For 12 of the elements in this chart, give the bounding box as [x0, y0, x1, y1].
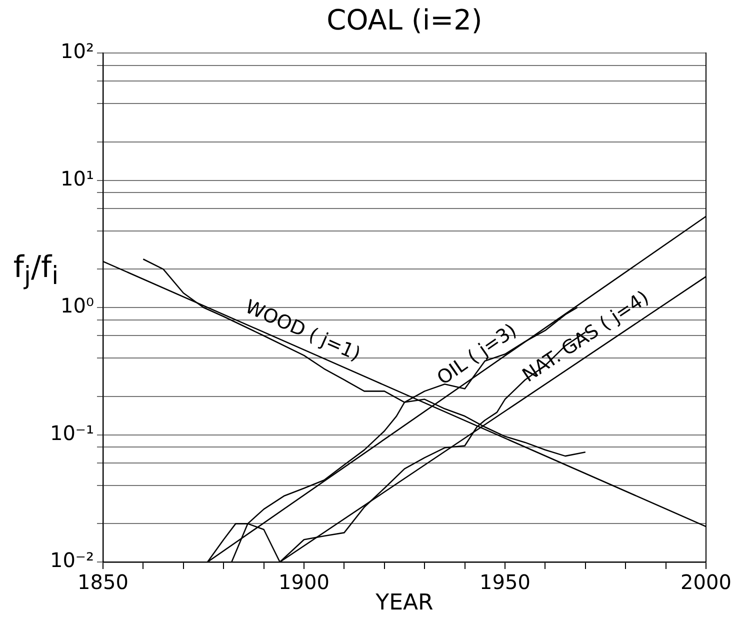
- y-axis-title: f$_{j}$/f$_{i}$: [12, 250, 60, 290]
- x-tick-label: 1950: [480, 570, 530, 594]
- y-tick-label: 10⁻¹: [50, 420, 94, 445]
- chart-title: COAL (i=2): [326, 3, 482, 36]
- y-tick-label: 10²: [60, 39, 94, 64]
- x-tick-label: 2000: [680, 570, 732, 594]
- x-tick-label: 1900: [278, 570, 330, 594]
- y-tick-label: 10⁻²: [50, 548, 94, 572]
- y-tick-label: 10⁰: [60, 294, 94, 318]
- y-tick-label: 10¹: [60, 166, 94, 190]
- x-tick-label: 1850: [78, 570, 128, 594]
- x-axis-title: YEAR: [374, 590, 434, 616]
